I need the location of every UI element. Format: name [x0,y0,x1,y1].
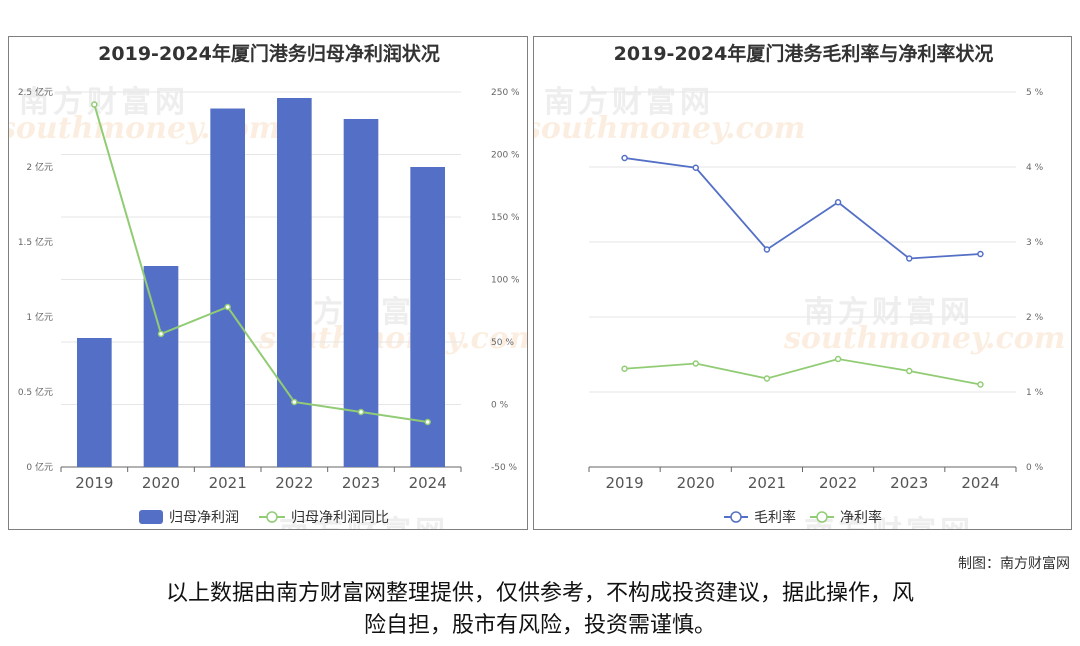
y-right-tick-label: 0 % [1026,463,1044,473]
x-tick-label: 2021 [748,474,786,492]
x-tick-label: 2019 [605,474,643,492]
point-series-0-2023 [906,255,913,262]
point-series-1-2020 [692,360,699,367]
y-left-tick-label: 2.5 亿元 [18,86,53,98]
y-left-tick-label: 1.5 亿元 [18,236,53,248]
line-series-0 [624,157,981,260]
chart-title: 2019-2024年厦门港务毛利率与净利率状况 [614,42,994,65]
bar-2024 [410,167,445,467]
legend-label-gross-margin: 毛利率 [754,509,796,526]
y-right-tick-label: 5 % [1026,88,1044,98]
point-series-0-2020 [692,164,699,171]
bar-2021 [210,108,245,467]
point-series-0-2022 [834,199,842,206]
y-right-tick-label: 3 % [1026,238,1044,248]
point-series-0-2021 [763,246,771,253]
y-right-tick-label: 150 % [491,213,520,223]
y-left-tick-label: 1 亿元 [26,311,53,323]
y-left-tick-label: 2 亿元 [26,161,53,173]
yoy-point-2020 [157,330,165,338]
y-right-tick-label: 200 % [491,151,520,161]
y-right-tick-label: 4 % [1026,163,1044,173]
chart-title: 2019-2024年厦门港务归母净利润状况 [98,42,440,65]
point-series-1-2024 [977,381,984,388]
legend-marker-yoy [266,511,278,523]
legend-marker-net-margin [816,511,828,523]
yoy-point-2021 [224,303,231,311]
y-left-tick-label: 0.5 亿元 [18,386,53,398]
point-series-1-2022 [834,355,842,363]
net-profit-chart-panel: 南方财富网southmoney.com南方财富网southmoney.com南方… [8,36,528,530]
x-tick-label: 2024 [409,474,447,492]
line-series-1 [624,358,981,386]
bar-2022 [277,98,312,467]
x-tick-label: 2024 [961,474,999,492]
x-tick-label: 2023 [342,474,380,492]
chart-credit: 制图：南方财富网 [958,556,1070,572]
x-tick-label: 2021 [209,474,247,492]
disclaimer: 以上数据由南方财富网整理提供，仅供参考，不构成投资建议，据此操作，风 险自担，股… [60,578,1020,642]
legend-label-net-margin: 净利率 [840,509,882,526]
disclaimer-line-1: 以上数据由南方财富网整理提供，仅供参考，不构成投资建议，据此操作，风 [165,581,914,606]
y-right-tick-label: 100 % [491,276,520,286]
point-series-1-2019 [621,365,628,372]
bar-2020 [143,266,179,467]
yoy-point-2024 [424,418,431,426]
yoy-point-2022 [291,398,298,406]
x-tick-label: 2020 [142,474,180,492]
y-right-tick-label: -50 % [491,463,518,473]
legend-label-yoy: 归母净利润同比 [291,509,389,526]
net-profit-chart: 2019-2024年厦门港务归母净利润状况 -50 % 0 % 50 % 100 % 15… [18,42,520,526]
point-series-1-2021 [763,375,771,382]
margin-chart: 2019-2024年厦门港务毛利率与净利率状况 0 % 1 % 2 % 3 % 4 % 5 … [588,42,1044,526]
point-series-1-2023 [906,367,913,375]
yoy-line [93,104,428,423]
x-tick-label: 2022 [819,474,857,492]
bar-2019 [77,338,112,467]
disclaimer-line-2: 险自担，股市有风险，投资需谨慎。 [363,613,716,638]
legend-marker-gross-margin [730,511,742,523]
margin-chart-panel: 南方财富网southmoney.com南方财富网southmoney.com南方… [533,36,1072,530]
yoy-point-2019 [91,101,98,108]
point-series-0-2024 [977,250,984,258]
point-series-0-2019 [621,154,628,162]
legend-swatch-net-profit [139,510,163,524]
y-left-tick-label: 0 亿元 [26,461,53,473]
x-tick-label: 2019 [75,474,113,492]
x-tick-label: 2020 [677,474,715,492]
yoy-point-2023 [357,408,365,416]
y-right-tick-label: 50 % [491,338,514,348]
y-right-tick-label: 1 % [1026,388,1044,398]
y-right-tick-label: 2 % [1026,313,1044,323]
x-tick-label: 2023 [890,474,928,492]
x-tick-label: 2022 [275,474,313,492]
y-right-tick-label: 0 % [491,401,509,411]
legend-label-net-profit: 归母净利润 [169,509,239,526]
y-right-tick-label: 250 % [491,88,520,98]
